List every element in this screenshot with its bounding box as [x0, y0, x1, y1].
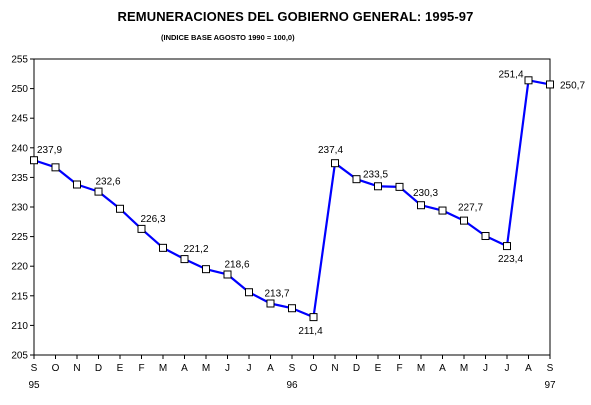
data-label: 232,6: [96, 177, 121, 188]
year-label: 96: [286, 380, 298, 391]
data-label: 227,7: [458, 203, 483, 214]
chart-axes: 205 210 215 220 225 230 235 240 245 250 255 S O N D E F M…: [11, 55, 556, 392]
x-tick-label: D: [95, 363, 102, 374]
data-label: 226,3: [141, 214, 166, 225]
data-point: [137, 224, 146, 233]
data-label: 237,9: [37, 145, 62, 156]
data-point: [223, 270, 232, 279]
data-point: [73, 180, 81, 189]
x-tick-label: F: [396, 363, 402, 374]
y-tick-label: 215: [11, 291, 28, 302]
data-point: [51, 163, 60, 172]
data-point: [180, 255, 189, 264]
x-tick-label: S: [547, 363, 554, 374]
x-tick-label: F: [138, 363, 144, 374]
data-point: [460, 216, 468, 225]
data-point: [159, 243, 167, 252]
year-label: 97: [544, 380, 556, 391]
y-tick-label: 245: [11, 114, 28, 125]
data-point: [116, 204, 124, 213]
data-label: 211,4: [298, 326, 323, 337]
data-label: 230,3: [413, 188, 438, 199]
x-tick-label: A: [439, 363, 446, 374]
data-point: [352, 175, 361, 184]
data-point: [395, 182, 404, 191]
data-point: [30, 156, 38, 165]
x-tick-label: S: [289, 363, 296, 374]
data-point: [546, 80, 554, 89]
x-tick-label: N: [331, 363, 338, 374]
x-tick-label: A: [525, 363, 532, 374]
data-point: [417, 201, 425, 210]
y-tick-label: 205: [11, 351, 28, 362]
data-point: [94, 187, 103, 196]
chart-series: [30, 76, 554, 322]
data-point: [309, 313, 318, 322]
x-tick-label: S: [31, 363, 38, 374]
x-tick-label: M: [417, 363, 425, 374]
data-point: [266, 299, 275, 308]
y-tick-label: 255: [11, 55, 28, 66]
data-point: [288, 304, 296, 313]
y-tick-label: 220: [11, 262, 28, 273]
chart-title: REMUNERACIONES DEL GOBIERNO GENERAL: 199…: [117, 9, 474, 24]
x-tick-label: M: [159, 363, 167, 374]
x-tick-label: J: [505, 363, 510, 374]
x-tick-label: M: [202, 363, 210, 374]
chart-subtitle: (INDICE BASE AGOSTO 1990 = 100,0): [161, 33, 295, 42]
x-tick-label: O: [52, 363, 60, 374]
data-point: [481, 232, 490, 241]
x-tick-label: J: [225, 363, 230, 374]
x-tick-label: E: [117, 363, 124, 374]
data-point: [331, 159, 339, 168]
data-label: 223,4: [498, 254, 523, 265]
y-tick-label: 240: [11, 143, 28, 154]
x-tick-label: A: [267, 363, 274, 374]
data-label: 218,6: [225, 259, 250, 270]
x-tick-label: J: [247, 363, 252, 374]
data-point: [202, 265, 210, 274]
series-line: [33, 79, 551, 319]
x-tick-label: O: [310, 363, 318, 374]
year-label: 95: [28, 380, 40, 391]
data-label: 221,2: [184, 244, 209, 255]
x-tick-label: M: [460, 363, 468, 374]
x-tick-label: E: [375, 363, 382, 374]
x-tick-label: D: [353, 363, 360, 374]
data-label: 250,7: [560, 80, 585, 91]
data-label: 233,5: [363, 169, 388, 180]
data-label: 213,7: [265, 288, 290, 299]
y-tick-label: 210: [11, 321, 28, 332]
data-point: [503, 242, 511, 251]
y-tick-label: 225: [11, 232, 28, 243]
x-tick-label: A: [181, 363, 188, 374]
data-point: [374, 182, 382, 191]
y-tick-label: 250: [11, 84, 28, 95]
y-tick-label: 230: [11, 203, 28, 214]
data-label: 251,4: [499, 69, 524, 80]
data-point: [245, 288, 253, 297]
data-label: 237,4: [318, 145, 343, 156]
x-tick-label: N: [73, 363, 80, 374]
x-tick-label: J: [483, 363, 488, 374]
y-tick-label: 235: [11, 173, 28, 184]
data-point: [438, 206, 447, 215]
chart-data-labels: 237,9 232,6 226,3 221,2 218,6 213,7 211,4 237,4…: [37, 69, 585, 337]
data-point: [524, 76, 533, 85]
